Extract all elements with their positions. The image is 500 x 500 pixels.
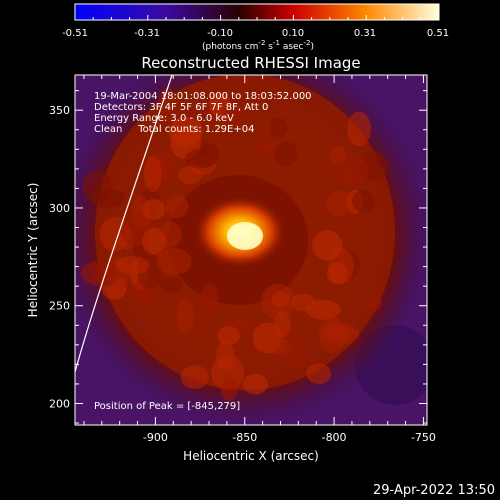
annotation-counts: Clean Total counts: 1.29E+04 — [94, 124, 254, 135]
colorbar-units: (photons cm-2 s-1 asec-2) — [202, 39, 314, 52]
texture-blob — [185, 148, 215, 169]
y-tick-label: 300 — [49, 202, 70, 215]
texture-blob — [242, 373, 269, 395]
texture-blob — [156, 247, 192, 275]
texture-blob — [290, 293, 316, 312]
texture-blob — [364, 294, 383, 312]
texture-blob — [217, 325, 240, 346]
annotation-detectors: Detectors: 3F 4F 5F 6F 7F 8F, Att 0 — [94, 102, 268, 113]
texture-blob — [274, 310, 291, 339]
annotation-peak: Position of Peak = [-845,279] — [94, 401, 240, 412]
texture-blob — [328, 248, 354, 284]
timestamp: 29-Apr-2022 13:50 — [373, 483, 495, 498]
texture-blob — [142, 228, 167, 255]
texture-blob — [157, 87, 179, 121]
peak-glow-core — [227, 222, 263, 250]
x-axis-label: Heliocentric X (arcsec) — [183, 449, 319, 463]
texture-blob — [285, 337, 307, 369]
texture-blob — [306, 363, 332, 385]
image-plot — [75, 75, 427, 425]
colorbar-tick-2: -0.10 — [207, 28, 233, 39]
annotation-energy: Energy Range: 3.0 - 6.0 keV — [94, 113, 234, 124]
texture-blob — [82, 170, 112, 204]
x-tick-label: -750 — [411, 431, 436, 444]
x-axis: -900 -850 -800 -750 — [83, 75, 436, 444]
y-tick-label: 250 — [49, 300, 70, 313]
texture-blob — [351, 190, 375, 213]
texture-blob — [221, 378, 238, 402]
texture-blob — [222, 101, 243, 130]
texture-blob — [318, 317, 347, 353]
texture-blob — [143, 156, 162, 192]
colorbar-tick-1: -0.31 — [134, 28, 160, 39]
solar-limb-line — [75, 75, 173, 373]
y-tick-label: 200 — [49, 397, 70, 410]
texture-blob — [180, 365, 209, 390]
x-tick-label: -900 — [143, 431, 168, 444]
texture-blob — [159, 276, 184, 293]
texture-blob — [270, 117, 288, 138]
texture-blob — [201, 283, 219, 314]
colorbar: -0.51 -0.31 -0.10 0.10 0.31 0.51 (photon… — [62, 3, 449, 52]
texture-blob — [255, 141, 276, 158]
annotation-time: 19-Mar-2004 18:01:08.000 to 18:03:52.000 — [94, 91, 312, 102]
texture-blob — [81, 261, 115, 286]
y-tick-label: 350 — [49, 104, 70, 117]
x-tick-label: -850 — [232, 431, 257, 444]
texture-blob — [215, 340, 235, 372]
y-axis-label: Heliocentric Y (arcsec) — [26, 183, 40, 318]
colorbar-tick-4: 0.31 — [354, 28, 376, 39]
chart-title: Reconstructed RHESSI Image — [141, 54, 360, 72]
colorbar-gradient — [75, 4, 439, 20]
texture-blob — [142, 199, 166, 220]
x-tick-label: -800 — [322, 431, 347, 444]
y-axis: 200 250 300 350 — [49, 90, 427, 424]
colorbar-tick-3: 0.10 — [282, 28, 304, 39]
annotations: 19-Mar-2004 18:01:08.000 to 18:03:52.000… — [94, 91, 312, 412]
texture-blob — [165, 195, 189, 219]
texture-blob — [176, 298, 195, 334]
texture-blob — [347, 111, 371, 147]
colorbar-tick-0: -0.51 — [62, 28, 88, 39]
texture-blob — [326, 190, 352, 217]
texture-blob — [115, 256, 150, 275]
plot-frame — [74, 74, 428, 426]
texture-blob — [271, 290, 290, 308]
texture-blob — [177, 165, 203, 185]
colorbar-tick-5: 0.51 — [427, 28, 449, 39]
texture-blob — [274, 141, 298, 166]
texture-blob — [336, 155, 369, 186]
